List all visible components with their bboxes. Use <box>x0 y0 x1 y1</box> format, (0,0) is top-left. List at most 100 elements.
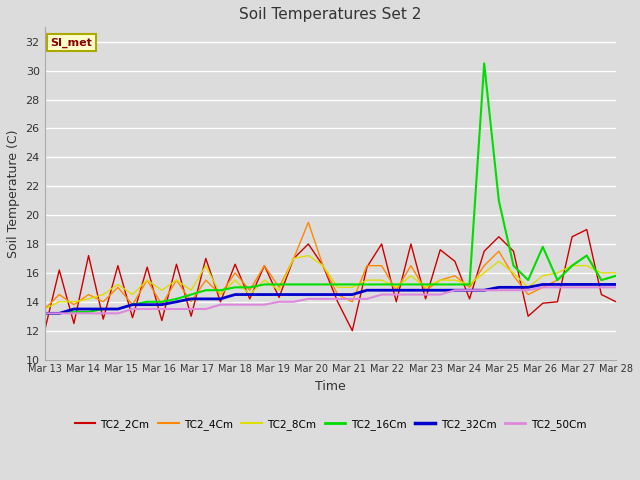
TC2_16Cm <box>407 282 415 288</box>
TC2_2Cm <box>143 264 151 270</box>
TC2_2Cm <box>56 267 63 273</box>
TC2_4Cm <box>495 248 502 254</box>
TC2_4Cm <box>524 292 532 298</box>
TC2_8Cm <box>290 255 298 261</box>
TC2_16Cm <box>436 282 444 288</box>
TC2_16Cm <box>568 263 576 268</box>
TC2_32Cm <box>568 282 576 288</box>
TC2_16Cm <box>598 277 605 283</box>
TC2_50Cm <box>509 288 517 293</box>
TC2_4Cm <box>202 277 210 283</box>
TC2_4Cm <box>216 292 224 298</box>
TC2_4Cm <box>114 285 122 290</box>
TC2_32Cm <box>451 288 459 293</box>
TC2_32Cm <box>612 282 620 288</box>
TC2_8Cm <box>436 277 444 283</box>
TC2_8Cm <box>466 282 474 288</box>
TC2_32Cm <box>246 292 253 298</box>
TC2_32Cm <box>348 292 356 298</box>
TC2_50Cm <box>56 311 63 316</box>
TC2_4Cm <box>407 263 415 268</box>
TC2_8Cm <box>524 285 532 290</box>
TC2_50Cm <box>260 302 268 308</box>
TC2_32Cm <box>188 296 195 302</box>
TC2_2Cm <box>216 299 224 305</box>
TC2_8Cm <box>99 292 107 298</box>
TC2_4Cm <box>158 302 166 308</box>
TC2_32Cm <box>378 288 385 293</box>
TC2_4Cm <box>319 263 327 268</box>
TC2_16Cm <box>202 288 210 293</box>
TC2_2Cm <box>378 241 385 247</box>
TC2_4Cm <box>260 263 268 268</box>
TC2_50Cm <box>524 288 532 293</box>
TC2_4Cm <box>568 263 576 268</box>
TC2_8Cm <box>422 285 429 290</box>
TC2_8Cm <box>216 292 224 298</box>
TC2_32Cm <box>216 296 224 302</box>
TC2_2Cm <box>188 313 195 319</box>
TC2_8Cm <box>378 277 385 283</box>
TC2_16Cm <box>99 306 107 312</box>
TC2_2Cm <box>173 261 180 267</box>
TC2_4Cm <box>275 285 283 290</box>
TC2_50Cm <box>334 296 342 302</box>
TC2_16Cm <box>56 311 63 316</box>
TC2_8Cm <box>407 273 415 279</box>
TC2_2Cm <box>554 299 561 305</box>
TC2_2Cm <box>524 313 532 319</box>
TC2_16Cm <box>509 263 517 268</box>
TC2_16Cm <box>216 288 224 293</box>
TC2_50Cm <box>275 299 283 305</box>
TC2_50Cm <box>466 288 474 293</box>
TC2_8Cm <box>509 270 517 276</box>
TC2_32Cm <box>466 288 474 293</box>
TC2_16Cm <box>612 273 620 279</box>
TC2_32Cm <box>554 282 561 288</box>
TC2_4Cm <box>334 292 342 298</box>
TC2_50Cm <box>305 296 312 302</box>
TC2_4Cm <box>348 299 356 305</box>
TC2_8Cm <box>114 282 122 288</box>
TC2_32Cm <box>509 285 517 290</box>
TC2_2Cm <box>392 299 400 305</box>
TC2_2Cm <box>246 296 253 302</box>
TC2_2Cm <box>114 263 122 268</box>
TC2_4Cm <box>56 292 63 298</box>
TC2_50Cm <box>202 306 210 312</box>
TC2_2Cm <box>598 292 605 298</box>
TC2_2Cm <box>568 234 576 240</box>
TC2_16Cm <box>129 302 136 308</box>
TC2_4Cm <box>422 288 429 293</box>
TC2_32Cm <box>436 288 444 293</box>
TC2_4Cm <box>70 302 77 308</box>
TC2_32Cm <box>305 292 312 298</box>
TC2_2Cm <box>451 258 459 264</box>
TC2_8Cm <box>158 288 166 293</box>
TC2_4Cm <box>612 273 620 279</box>
TC2_50Cm <box>158 306 166 312</box>
TC2_8Cm <box>305 252 312 258</box>
TC2_16Cm <box>188 292 195 298</box>
TC2_16Cm <box>305 282 312 288</box>
TC2_32Cm <box>231 292 239 298</box>
TC2_4Cm <box>509 273 517 279</box>
TC2_16Cm <box>481 60 488 66</box>
TC2_16Cm <box>290 282 298 288</box>
Line: TC2_4Cm: TC2_4Cm <box>45 222 616 309</box>
TC2_8Cm <box>583 263 591 268</box>
TC2_8Cm <box>495 258 502 264</box>
TC2_8Cm <box>334 285 342 290</box>
TC2_32Cm <box>598 282 605 288</box>
TC2_2Cm <box>84 252 92 258</box>
TC2_50Cm <box>392 292 400 298</box>
TC2_4Cm <box>554 277 561 283</box>
TC2_50Cm <box>84 311 92 316</box>
TC2_16Cm <box>451 282 459 288</box>
Line: TC2_16Cm: TC2_16Cm <box>45 63 616 313</box>
Line: TC2_32Cm: TC2_32Cm <box>45 285 616 313</box>
TC2_4Cm <box>84 292 92 298</box>
TC2_32Cm <box>143 302 151 308</box>
TC2_32Cm <box>129 302 136 308</box>
TC2_32Cm <box>363 288 371 293</box>
